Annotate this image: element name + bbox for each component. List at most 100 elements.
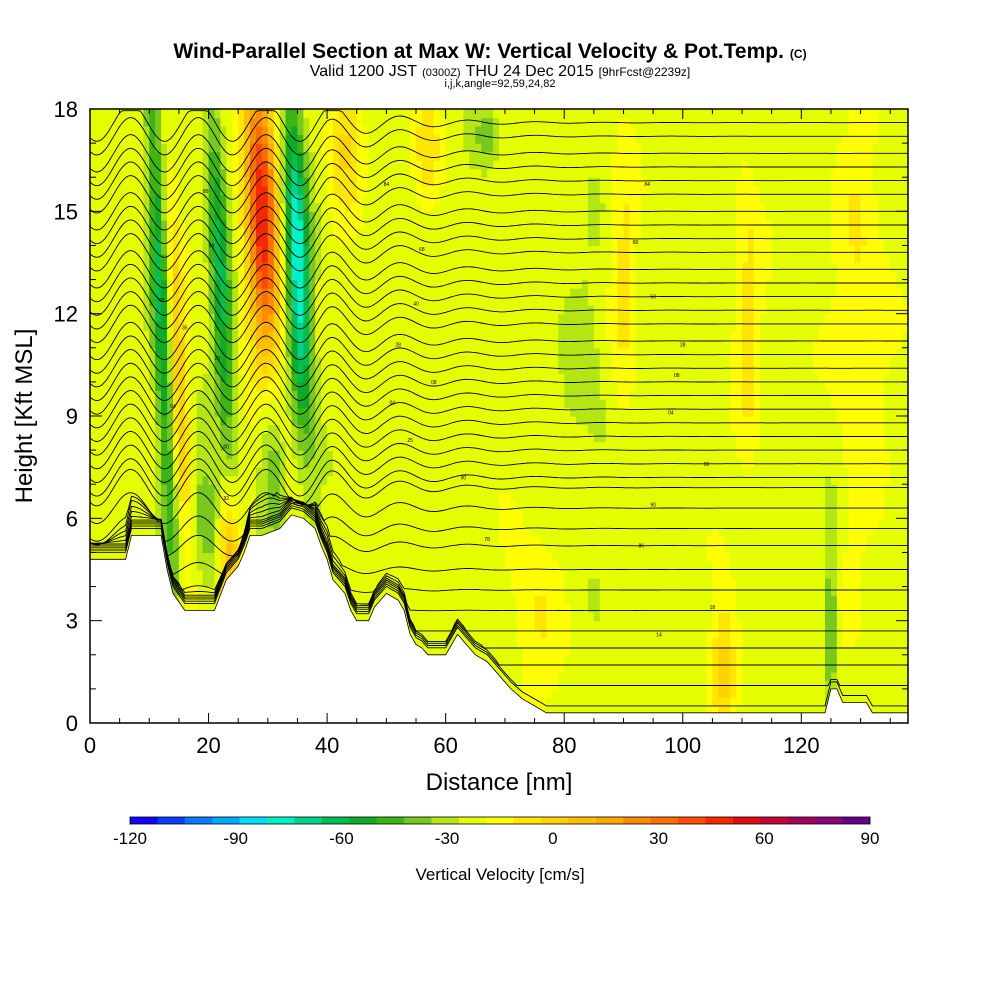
velocity-cell (125, 433, 133, 443)
velocity-cell (439, 381, 447, 392)
velocity-cell (113, 168, 121, 178)
velocity-cell (493, 458, 500, 468)
velocity-cell (297, 313, 304, 323)
velocity-cell (344, 168, 352, 178)
velocity-cell (273, 339, 281, 349)
velocity-cell (350, 134, 358, 144)
velocity-cell (309, 211, 316, 221)
velocity-cell (244, 143, 251, 153)
velocity-cell (107, 236, 115, 247)
velocity-cell (404, 552, 411, 562)
velocity-cell (327, 467, 334, 477)
velocity-cell (457, 134, 465, 144)
velocity-cell (101, 160, 109, 170)
velocity-cell (143, 433, 150, 443)
velocity-cell (463, 552, 470, 562)
velocity-cell (481, 586, 488, 596)
velocity-cell (374, 509, 382, 519)
velocity-cell (445, 390, 453, 400)
velocity-cell (155, 467, 162, 477)
velocity-cell (421, 271, 429, 281)
velocity-cell (285, 364, 293, 374)
velocity-cell (202, 202, 210, 212)
velocity-cell (475, 467, 482, 477)
velocity-cell (410, 168, 417, 178)
velocity-cell (481, 535, 488, 545)
velocity-cell (238, 194, 245, 204)
velocity-cell (374, 390, 382, 400)
velocity-cell (333, 509, 340, 519)
velocity-cell (421, 356, 429, 366)
velocity-cell (261, 313, 269, 323)
velocity-cell (416, 535, 423, 545)
velocity-cell (487, 492, 494, 502)
velocity-cell (321, 484, 328, 494)
velocity-cell (178, 151, 186, 161)
velocity-cell (232, 168, 239, 178)
velocity-cell (469, 543, 476, 554)
velocity-cell (421, 288, 429, 298)
velocity-cell (457, 501, 465, 511)
velocity-cell (386, 535, 393, 545)
velocity-cell (184, 543, 192, 554)
velocity-cell (451, 603, 459, 613)
velocity-cell (439, 109, 447, 119)
velocity-cell (155, 364, 162, 374)
velocity-cell (167, 143, 174, 153)
velocity-cell (261, 279, 269, 289)
velocity-cell (333, 492, 340, 502)
velocity-cell (208, 603, 216, 613)
velocity-cell (220, 236, 227, 247)
velocity-cell (457, 109, 465, 119)
velocity-cell (255, 194, 263, 204)
velocity-cell (368, 535, 376, 545)
velocity-cell (244, 126, 251, 136)
velocity-cell (315, 484, 322, 494)
velocity-cell (161, 211, 168, 221)
velocity-cell (374, 168, 382, 178)
velocity-cell (463, 211, 470, 221)
velocity-cell (416, 441, 423, 451)
velocity-cell (356, 501, 364, 511)
velocity-cell (291, 441, 299, 451)
velocity-cell (155, 322, 162, 332)
velocity-cell (421, 560, 429, 571)
velocity-cell (107, 467, 115, 477)
velocity-cell (433, 296, 441, 306)
velocity-cell (445, 296, 453, 306)
velocity-cell (392, 160, 399, 170)
velocity-cell (279, 398, 287, 409)
velocity-cell (410, 603, 417, 613)
velocity-cell (380, 509, 387, 519)
velocity-cell (416, 330, 423, 340)
velocity-cell (469, 458, 476, 468)
velocity-cell (279, 322, 287, 332)
velocity-cell (155, 219, 162, 229)
velocity-cell (149, 117, 156, 127)
velocity-cell (321, 143, 328, 153)
velocity-cell (172, 509, 180, 519)
velocity-cell (232, 501, 239, 511)
velocity-cell (137, 305, 144, 315)
velocity-cell (172, 424, 180, 434)
velocity-cell (392, 202, 399, 212)
velocity-cell (398, 322, 405, 332)
velocity-cell (350, 219, 358, 229)
velocity-cell (172, 134, 180, 144)
velocity-cell (398, 509, 405, 519)
velocity-cell (344, 160, 352, 170)
velocity-cell (107, 441, 115, 451)
velocity-cell (214, 168, 222, 178)
velocity-cell (427, 407, 435, 417)
velocity-cell (445, 194, 453, 204)
velocity-cell (208, 185, 216, 195)
velocity-cell (457, 211, 465, 221)
velocity-cell (143, 467, 150, 477)
velocity-cell (416, 339, 423, 349)
velocity-cell (220, 322, 227, 332)
velocity-cell (172, 475, 180, 485)
velocity-cell (374, 441, 382, 451)
velocity-cell (356, 603, 364, 613)
velocity-cell (196, 416, 204, 426)
velocity-cell (356, 552, 364, 562)
